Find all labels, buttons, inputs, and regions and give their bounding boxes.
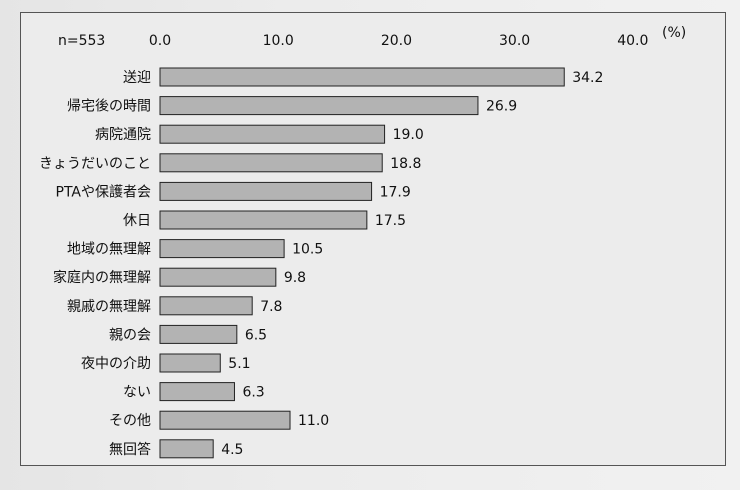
sample-size-label: n=553 [58,33,105,49]
bar [159,267,277,287]
value-label: 19.0 [393,127,424,143]
unit-label: (%) [662,25,686,41]
x-tick-label: 10.0 [263,33,294,49]
value-label: 6.3 [242,385,264,401]
bar [159,324,238,344]
value-label: 26.9 [486,99,517,115]
value-label: 7.8 [260,299,282,315]
category-label: 無回答 [109,441,151,458]
value-label: 6.5 [245,327,267,343]
value-label: 9.8 [284,270,306,286]
bar [159,124,386,144]
value-label: 11.0 [298,413,329,429]
x-tick-label: 30.0 [499,33,530,49]
value-label: 5.1 [228,356,250,372]
bar [159,181,373,201]
x-tick-label: 20.0 [381,33,412,49]
category-label: 家庭内の無理解 [53,269,151,286]
value-labels: 34.2 26.9 19.0 18.8 17.9 17.5 10.5 9.87.8 6.5 5.1… [221,70,603,458]
bar [159,382,235,402]
bar [159,96,479,116]
chart-frame [20,12,726,466]
bar [159,153,383,173]
bar [159,410,291,430]
category-label: ない [123,385,151,401]
category-label: PTAや保護者会 [56,184,151,200]
category-label: きょうだいのこと [39,156,151,172]
bar [159,210,368,230]
value-label: 17.5 [375,213,406,229]
value-label: 4.5 [221,442,243,458]
category-label: 送迎 [123,70,151,86]
category-label: 地域の無理解 [67,242,151,258]
x-tick-label: 0.0 [149,33,171,49]
value-label: 10.5 [292,242,323,258]
category-label: 親戚の無理解 [67,299,151,315]
x-tick-label: 40.0 [617,33,648,49]
value-label: 17.9 [380,184,411,200]
category-label: 病院通院 [95,127,151,143]
bar [159,239,285,259]
bars-group [159,67,565,459]
value-label: 34.2 [572,70,603,86]
bar [159,439,214,459]
x-axis-ticks: 0.0 10.0 20.0 30.0 40.0 [149,33,649,49]
category-label: 夜中の介助 [81,356,151,372]
category-label: その他 [109,413,151,429]
bar [159,296,253,316]
bar [159,353,221,373]
category-label: 休日 [123,213,151,229]
bar [159,67,565,87]
value-label: 18.8 [390,156,421,172]
category-label: 帰宅後の時間 [67,98,151,115]
category-label: 親の会 [109,327,151,343]
